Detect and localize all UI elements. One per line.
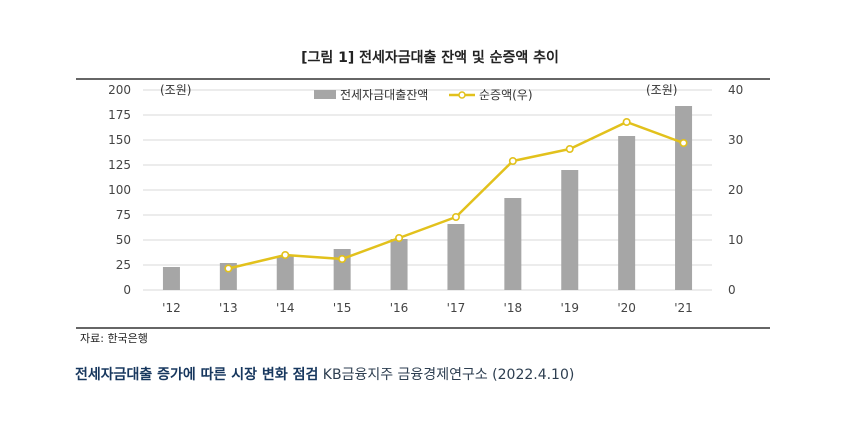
legend-line-label: 순증액(우) (479, 88, 533, 102)
x-tick-label: '18 (504, 301, 523, 315)
bar (561, 170, 579, 290)
line-point (224, 264, 233, 273)
bar (219, 263, 237, 290)
left-tick-label: 0 (123, 283, 131, 297)
bar (390, 239, 408, 290)
legend-bar-label: 전세자금대출잔액 (340, 88, 428, 102)
left-axis-unit: (조원) (160, 83, 191, 97)
right-tick-label: 10 (728, 233, 743, 247)
line-point (338, 255, 347, 264)
right-tick-label: 20 (728, 183, 743, 197)
bar (618, 136, 636, 290)
left-tick-label: 175 (108, 108, 131, 122)
x-tick-label: '12 (162, 301, 181, 315)
legend-bar-swatch (314, 90, 336, 99)
line-series (224, 118, 688, 273)
x-axis-labels: '12 '13 '14 '15 '16 '17 '18 '19 '20 '21 (162, 301, 693, 315)
x-tick-label: '13 (219, 301, 238, 315)
left-tick-label: 200 (108, 83, 131, 97)
line-point (622, 118, 631, 127)
left-tick-label: 125 (108, 158, 131, 172)
left-tick-label: 75 (116, 208, 131, 222)
gridlines (143, 89, 712, 291)
legend-line-marker (458, 91, 466, 99)
right-axis-ticks: 0 10 20 30 40 (728, 83, 743, 297)
caption-headline[interactable]: 전세자금대출 증가에 따른 시장 변화 점검 (75, 367, 319, 383)
right-axis-unit: (조원) (646, 83, 677, 97)
caption-source: KB금융지주 금융경제연구소 (2022.4.10) (322, 367, 575, 383)
source-note: 자료: 한국은행 (80, 332, 148, 345)
bar-series (162, 106, 693, 290)
x-tick-label: '20 (617, 301, 636, 315)
left-axis-ticks: 0 25 50 75 100 125 150 175 200 (108, 83, 131, 297)
line-point (281, 251, 290, 260)
x-tick-label: '19 (560, 301, 579, 315)
x-tick-label: '17 (447, 301, 466, 315)
left-tick-label: 100 (108, 183, 131, 197)
x-tick-label: '15 (333, 301, 352, 315)
bar (276, 256, 294, 290)
line-point (395, 234, 404, 243)
legend: 전세자금대출잔액 순증액(우) (314, 88, 533, 102)
bar (504, 198, 522, 290)
bar (447, 224, 465, 290)
x-tick-label: '14 (276, 301, 295, 315)
bar (675, 106, 693, 290)
line-point (565, 145, 574, 154)
right-tick-label: 0 (728, 283, 736, 297)
x-tick-label: '16 (390, 301, 409, 315)
left-tick-label: 50 (116, 233, 131, 247)
chart-title: [그림 1] 전세자금대출 잔액 및 순증액 추이 (301, 49, 559, 66)
left-tick-label: 150 (108, 133, 131, 147)
right-tick-label: 30 (728, 133, 743, 147)
line-point (508, 157, 517, 166)
right-tick-label: 40 (728, 83, 743, 97)
left-tick-label: 25 (116, 258, 131, 272)
line-point (679, 139, 688, 148)
caption: 전세자금대출 증가에 따른 시장 변화 점검 KB금융지주 금융경제연구소 (2… (75, 364, 574, 384)
line-point (451, 213, 460, 222)
bar (162, 267, 180, 290)
x-tick-label: '21 (674, 301, 693, 315)
